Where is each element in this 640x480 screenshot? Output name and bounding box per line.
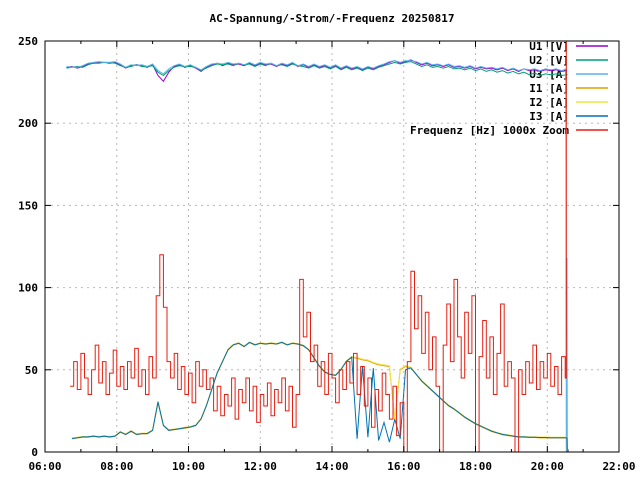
y-tick-label: 250 [18,35,38,48]
x-tick-label: 16:00 [387,460,420,473]
legend-label: Frequenz [Hz] 1000x Zoom [410,124,569,137]
legend-entry-1: U1 [V] [529,40,608,53]
y-tick-label: 200 [18,117,38,130]
legend-entry-5: I2 [A] [529,96,608,109]
x-tick-label: 20:00 [531,460,564,473]
y-tick-label: 150 [18,199,38,212]
legend-entry-4: I1 [A] [529,82,608,95]
legend-label: I2 [A] [529,96,569,109]
axis-labels: 06:00 08:00 10:00 12:00 14:00 16:00 18:00 20:00… [18,35,635,473]
legend-label: U2 [V] [529,54,569,67]
x-tick-label: 12:00 [244,460,277,473]
series-I3-line [71,341,568,453]
legend-label: I3 [A] [529,110,569,123]
x-tick-label: 22:00 [602,460,635,473]
series-group [66,41,569,453]
series-U3-line [66,60,568,453]
y-tick-label: 0 [31,446,38,459]
legend: U1 [V]U2 [V]U3 [A]I1 [A]I2 [A]I3 [A]Freq… [410,40,608,137]
legend-entry-7: Frequenz [Hz] 1000x Zoom [410,124,608,137]
chart-title: AC-Spannung/-Strom/-Frequenz 20250817 [209,12,454,25]
x-tick-label: 14:00 [315,460,348,473]
x-tick-label: 06:00 [28,460,61,473]
x-tick-label: 08:00 [100,460,133,473]
y-tick-label: 50 [25,364,38,377]
plot-border-and-ticks [44,40,620,453]
series-Frequenz-line [70,41,567,453]
x-tick-label: 10:00 [172,460,205,473]
x-tick-label: 18:00 [459,460,492,473]
series-U2-line [66,61,568,77]
legend-entry-6: I3 [A] [529,110,608,123]
y-tick-label: 100 [18,282,38,295]
legend-label: I1 [A] [529,82,569,95]
series-U1-line [66,59,568,83]
legend-entry-2: U2 [V] [529,54,608,67]
legend-label: U1 [V] [529,40,569,53]
